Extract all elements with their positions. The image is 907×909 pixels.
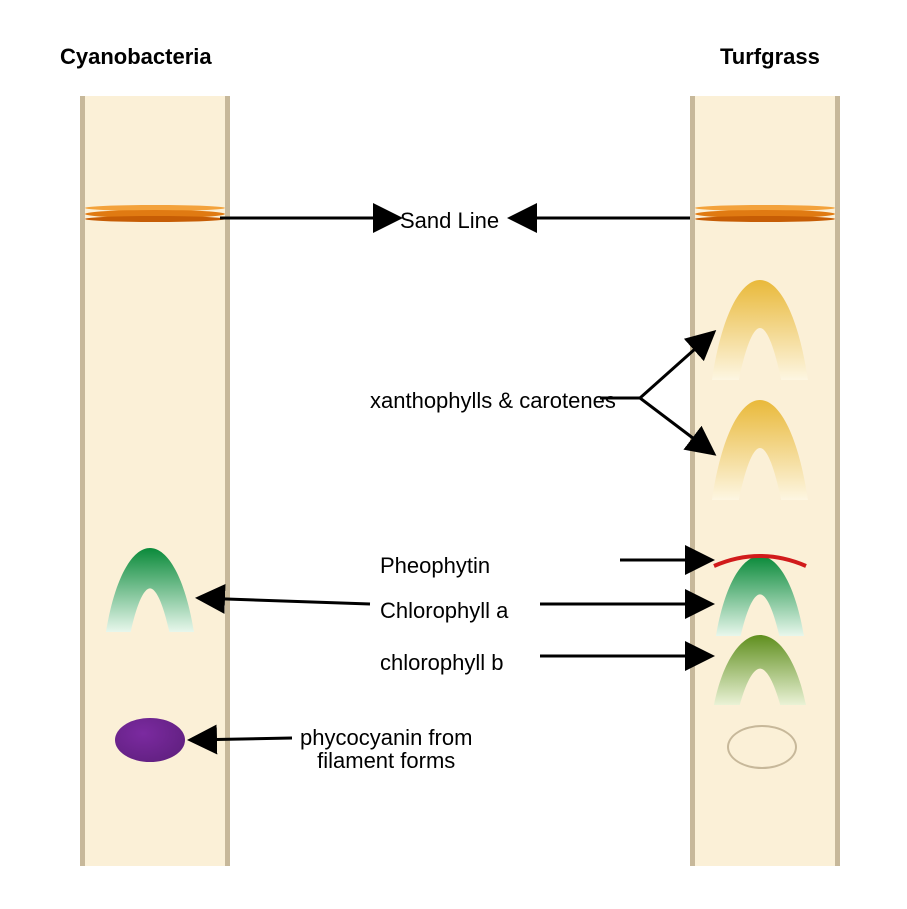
sand-bot	[695, 216, 835, 222]
sand-bot	[85, 216, 225, 222]
peak-right-carotene-2	[712, 400, 808, 500]
ellipse-right-empty	[727, 725, 797, 769]
label-pheophytin: Pheophytin	[380, 554, 490, 577]
label-carotenes: xanthophylls & carotenes	[370, 388, 616, 414]
diagram-stage: Cyanobacteria Turfgrass Sand Line xantho…	[0, 0, 907, 909]
peak-left-chlorophyll-a	[106, 548, 194, 632]
title-left: Cyanobacteria	[60, 44, 212, 70]
label-chlorophyll-b: chlorophyll b	[380, 650, 504, 676]
peak-right-chlorophyll-a	[716, 556, 804, 636]
title-right: Turfgrass	[720, 44, 820, 70]
peak-right-carotene-1	[712, 280, 808, 380]
sand-line-left	[85, 205, 225, 227]
label-chlorophyll-a: Chlorophyll a	[380, 598, 508, 624]
ellipse-left-phycocyanin	[115, 718, 185, 762]
label-phycocyanin: phycocyanin from filament forms	[300, 726, 472, 772]
peak-right-chlorophyll-b	[714, 635, 806, 705]
sand-line-right	[695, 205, 835, 227]
label-sand: Sand Line	[400, 208, 499, 234]
